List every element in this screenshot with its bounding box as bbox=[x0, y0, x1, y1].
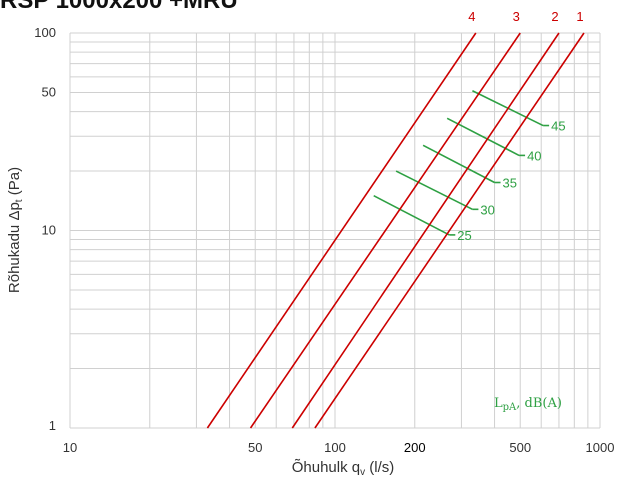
x-axis-title: Õhuhulk qv (l/s) bbox=[292, 459, 395, 478]
sound-unit-main: L bbox=[494, 396, 503, 411]
series-line-3 bbox=[249, 32, 521, 429]
series-label-3: 3 bbox=[513, 9, 520, 24]
y-axis-title-unit: (Pa) bbox=[6, 167, 23, 195]
sound-unit-sub: pA bbox=[503, 402, 517, 413]
sound-unit-rest: , dB(A) bbox=[516, 396, 562, 411]
tick-labels: 10 50 100 200 500 1000 1 10 50 100 bbox=[34, 25, 614, 455]
series-lines: 1 2 3 4 bbox=[206, 9, 585, 429]
x-tick-label: 50 bbox=[248, 440, 262, 455]
sound-level-label-30: 30 bbox=[480, 202, 494, 217]
sound-level-line-25 bbox=[373, 195, 450, 236]
y-tick-label: 50 bbox=[42, 84, 56, 99]
y-tick-label: 1 bbox=[49, 418, 56, 433]
x-tick-label: 500 bbox=[509, 440, 531, 455]
series-line-4 bbox=[206, 32, 477, 429]
sound-level-unit-label: LpA, dB(A) bbox=[494, 396, 562, 413]
sound-level-label-45: 45 bbox=[551, 119, 565, 134]
sound-level-label-40: 40 bbox=[527, 148, 541, 163]
chart-title: RSP 1000x200 +MRU bbox=[0, 0, 238, 14]
x-tick-label: 1000 bbox=[586, 440, 615, 455]
x-axis-title-text: Õhuhulk bbox=[292, 459, 348, 476]
sound-level-line-40 bbox=[446, 117, 520, 157]
y-axis-title-text: Rõhukadu Δp bbox=[6, 202, 23, 293]
x-tick-label: 100 bbox=[324, 440, 346, 455]
series-line-2 bbox=[291, 32, 560, 429]
y-tick-label: 10 bbox=[42, 223, 56, 238]
x-axis-title-subscript: v bbox=[360, 467, 365, 478]
grid bbox=[69, 32, 601, 429]
sound-level-label-35: 35 bbox=[503, 175, 517, 190]
y-axis-title-subscript: t bbox=[14, 199, 25, 202]
x-axis-title-unit: (l/s) bbox=[369, 459, 394, 476]
sound-level-line-35 bbox=[422, 144, 495, 184]
series-label-4: 4 bbox=[468, 9, 475, 24]
sound-level-line-30 bbox=[395, 170, 473, 211]
x-tick-label: 10 bbox=[63, 440, 77, 455]
series-line-1 bbox=[314, 32, 585, 429]
x-tick-label: 200 bbox=[404, 440, 426, 455]
series-label-2: 2 bbox=[551, 9, 558, 24]
x-axis-title-symbol: q bbox=[352, 459, 360, 476]
sound-level-label-25: 25 bbox=[457, 228, 471, 243]
series-label-1: 1 bbox=[576, 9, 583, 24]
y-axis-title: Rõhukadu Δpt (Pa) bbox=[6, 167, 25, 293]
y-tick-label: 100 bbox=[34, 25, 56, 40]
sound-level-lines: 25 30 35 40 45 bbox=[373, 90, 566, 243]
